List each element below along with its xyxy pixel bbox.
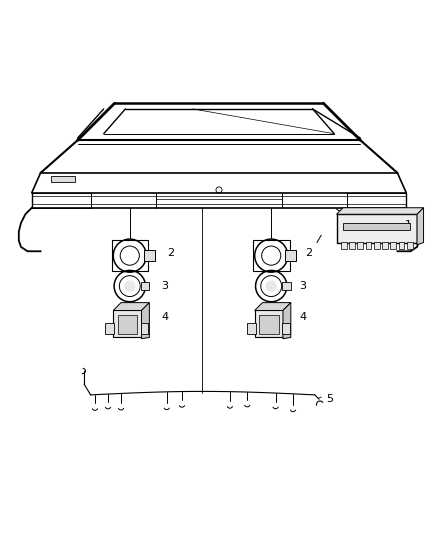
Polygon shape — [141, 303, 149, 339]
FancyBboxPatch shape — [282, 323, 290, 334]
FancyBboxPatch shape — [399, 242, 404, 249]
FancyBboxPatch shape — [341, 242, 346, 249]
FancyBboxPatch shape — [336, 214, 417, 243]
Text: 5: 5 — [326, 394, 333, 404]
FancyBboxPatch shape — [254, 310, 283, 337]
Circle shape — [265, 280, 277, 292]
Polygon shape — [113, 303, 149, 310]
FancyBboxPatch shape — [285, 251, 296, 261]
FancyBboxPatch shape — [113, 310, 141, 337]
FancyBboxPatch shape — [374, 242, 380, 249]
FancyBboxPatch shape — [391, 242, 396, 249]
FancyBboxPatch shape — [117, 315, 137, 334]
FancyBboxPatch shape — [51, 176, 75, 182]
Polygon shape — [283, 303, 291, 339]
FancyBboxPatch shape — [247, 323, 255, 334]
Polygon shape — [254, 303, 291, 310]
Text: 1: 1 — [405, 220, 412, 230]
Text: 2: 2 — [305, 248, 312, 259]
FancyBboxPatch shape — [144, 251, 155, 261]
FancyBboxPatch shape — [282, 282, 291, 290]
FancyBboxPatch shape — [349, 242, 355, 249]
FancyBboxPatch shape — [259, 315, 279, 334]
Text: 3: 3 — [161, 281, 168, 291]
FancyBboxPatch shape — [357, 242, 363, 249]
FancyBboxPatch shape — [141, 282, 149, 290]
Text: 3: 3 — [300, 281, 307, 291]
FancyBboxPatch shape — [366, 242, 371, 249]
FancyBboxPatch shape — [141, 323, 148, 334]
Polygon shape — [417, 208, 424, 245]
Text: 4: 4 — [161, 312, 168, 321]
FancyBboxPatch shape — [343, 223, 410, 230]
Text: 4: 4 — [300, 312, 307, 321]
Polygon shape — [336, 208, 424, 214]
FancyBboxPatch shape — [407, 242, 413, 249]
Text: 2: 2 — [167, 248, 174, 259]
FancyBboxPatch shape — [106, 323, 114, 334]
FancyBboxPatch shape — [382, 242, 388, 249]
Circle shape — [124, 280, 135, 292]
